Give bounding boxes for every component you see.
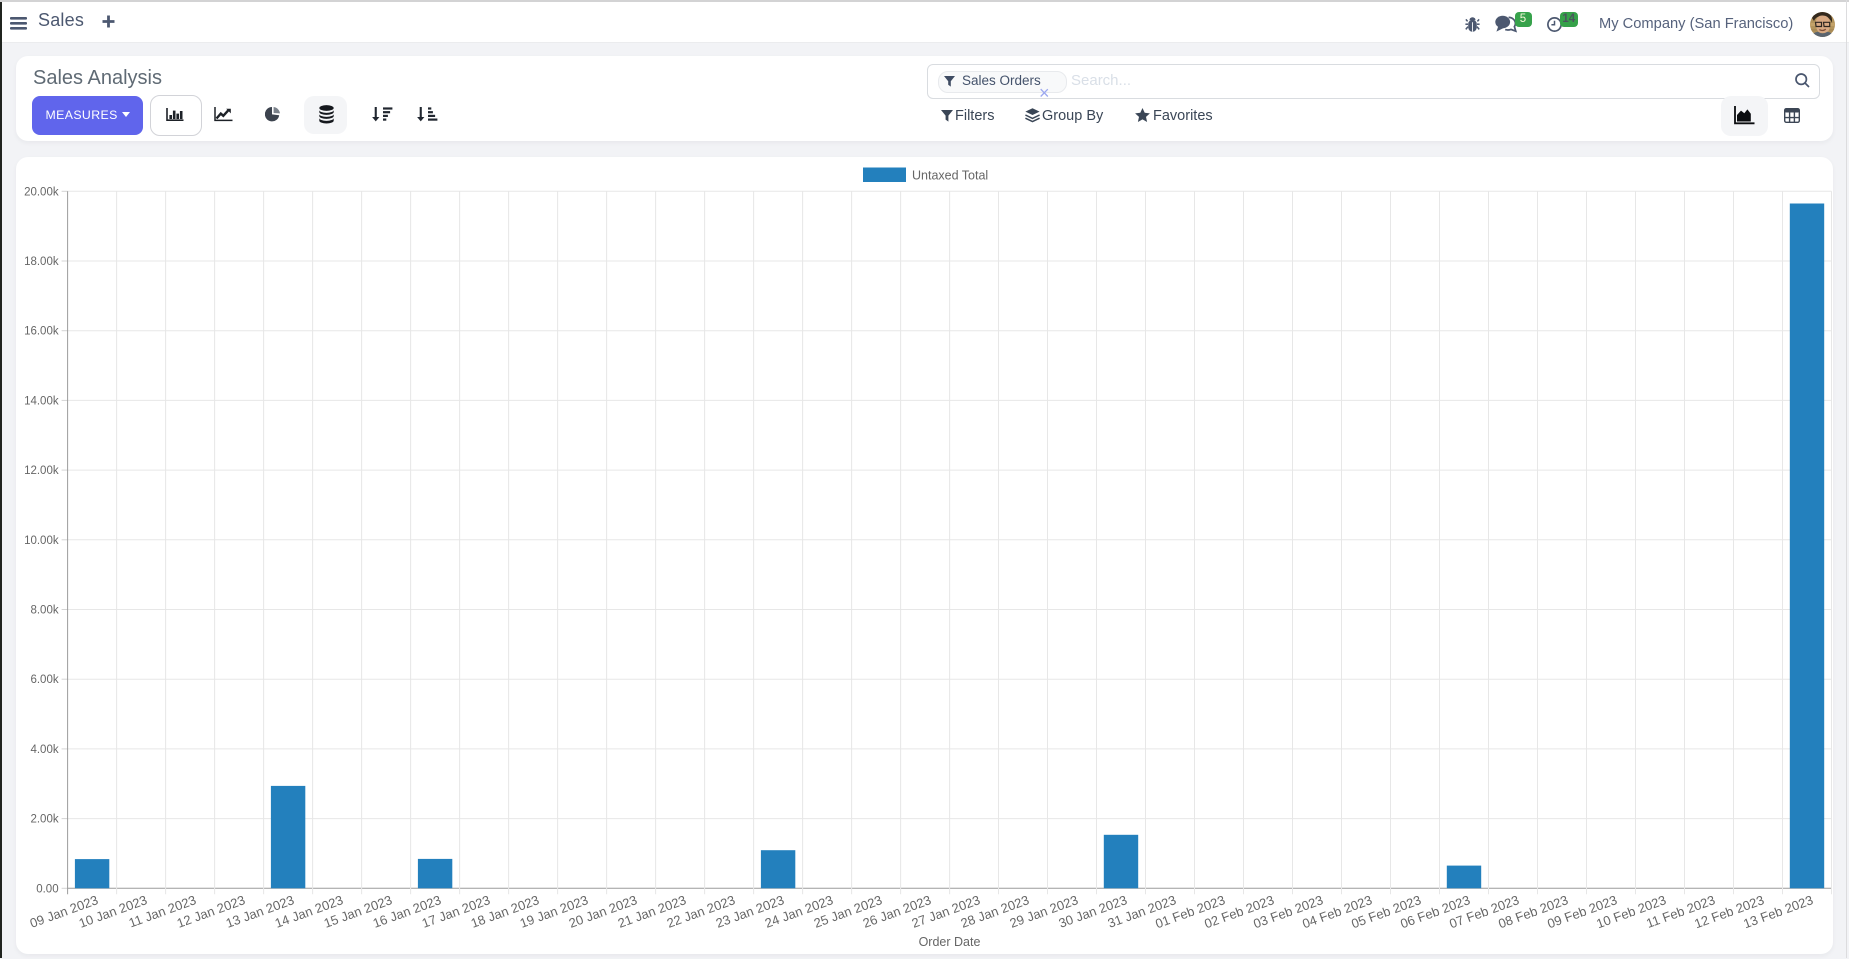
svg-text:16.00k: 16.00k xyxy=(24,326,59,338)
svg-text:Untaxed Total: Untaxed Total xyxy=(912,169,988,183)
svg-text:10.00k: 10.00k xyxy=(24,535,59,547)
svg-text:4.00k: 4.00k xyxy=(30,744,58,756)
svg-text:14.00k: 14.00k xyxy=(24,395,59,407)
svg-text:Order Date: Order Date xyxy=(919,935,981,949)
svg-text:8.00k: 8.00k xyxy=(30,605,58,617)
svg-text:12.00k: 12.00k xyxy=(24,465,59,477)
svg-text:20.00k: 20.00k xyxy=(24,186,59,198)
svg-text:2.00k: 2.00k xyxy=(30,814,58,826)
svg-text:18.00k: 18.00k xyxy=(24,256,59,268)
svg-text:6.00k: 6.00k xyxy=(30,674,58,686)
svg-text:0.00: 0.00 xyxy=(36,883,58,895)
